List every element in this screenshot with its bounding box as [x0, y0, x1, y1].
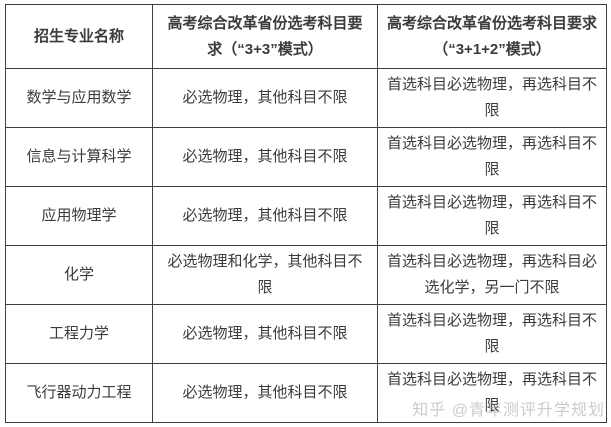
table-row: 应用物理学 必选物理，其他科目不限 首选科目必选物理，再选科目不限 — [5, 186, 607, 246]
mode312-cell: 首选科目必选物理，再选科目不限 — [377, 127, 607, 187]
major-cell: 化学 — [5, 245, 153, 305]
mode33-cell: 必选物理，其他科目不限 — [152, 68, 378, 128]
major-cell: 信息与计算科学 — [5, 127, 153, 187]
table-row: 飞行器动力工程 必选物理，其他科目不限 首选科目必选物理，再选科目不限 — [5, 363, 607, 423]
header-mode-3plus1plus2: 高考综合改革省份选考科目要求（“3+1+2”模式） — [377, 4, 607, 69]
mode33-cell: 必选物理，其他科目不限 — [152, 304, 378, 364]
subject-requirements-table: 招生专业名称 高考综合改革省份选考科目要求（“3+3”模式） 高考综合改革省份选… — [5, 4, 607, 423]
mode312-cell: 首选科目必选物理，再选科目不限 — [377, 186, 607, 246]
major-cell: 应用物理学 — [5, 186, 153, 246]
mode312-cell: 首选科目必选物理，再选科目必选化学，另一门不限 — [377, 245, 607, 305]
table-row: 数学与应用数学 必选物理，其他科目不限 首选科目必选物理，再选科目不限 — [5, 68, 607, 128]
table-row: 工程力学 必选物理，其他科目不限 首选科目必选物理，再选科目不限 — [5, 304, 607, 364]
mode33-cell: 必选物理，其他科目不限 — [152, 363, 378, 423]
major-cell: 工程力学 — [5, 304, 153, 364]
header-mode-3plus3: 高考综合改革省份选考科目要求（“3+3”模式） — [152, 4, 378, 69]
mode312-cell: 首选科目必选物理，再选科目不限 — [377, 68, 607, 128]
table-row: 信息与计算科学 必选物理，其他科目不限 首选科目必选物理，再选科目不限 — [5, 127, 607, 187]
table-row: 化学 必选物理和化学，其他科目不限 首选科目必选物理，再选科目必选化学，另一门不… — [5, 245, 607, 305]
major-cell: 数学与应用数学 — [5, 68, 153, 128]
mode312-cell: 首选科目必选物理，再选科目不限 — [377, 363, 607, 423]
major-cell: 飞行器动力工程 — [5, 363, 153, 423]
mode33-cell: 必选物理和化学，其他科目不限 — [152, 245, 378, 305]
header-major: 招生专业名称 — [5, 4, 153, 69]
mode312-cell: 首选科目必选物理，再选科目不限 — [377, 304, 607, 364]
table-header-row: 招生专业名称 高考综合改革省份选考科目要求（“3+3”模式） 高考综合改革省份选… — [5, 4, 607, 69]
mode33-cell: 必选物理，其他科目不限 — [152, 127, 378, 187]
mode33-cell: 必选物理，其他科目不限 — [152, 186, 378, 246]
